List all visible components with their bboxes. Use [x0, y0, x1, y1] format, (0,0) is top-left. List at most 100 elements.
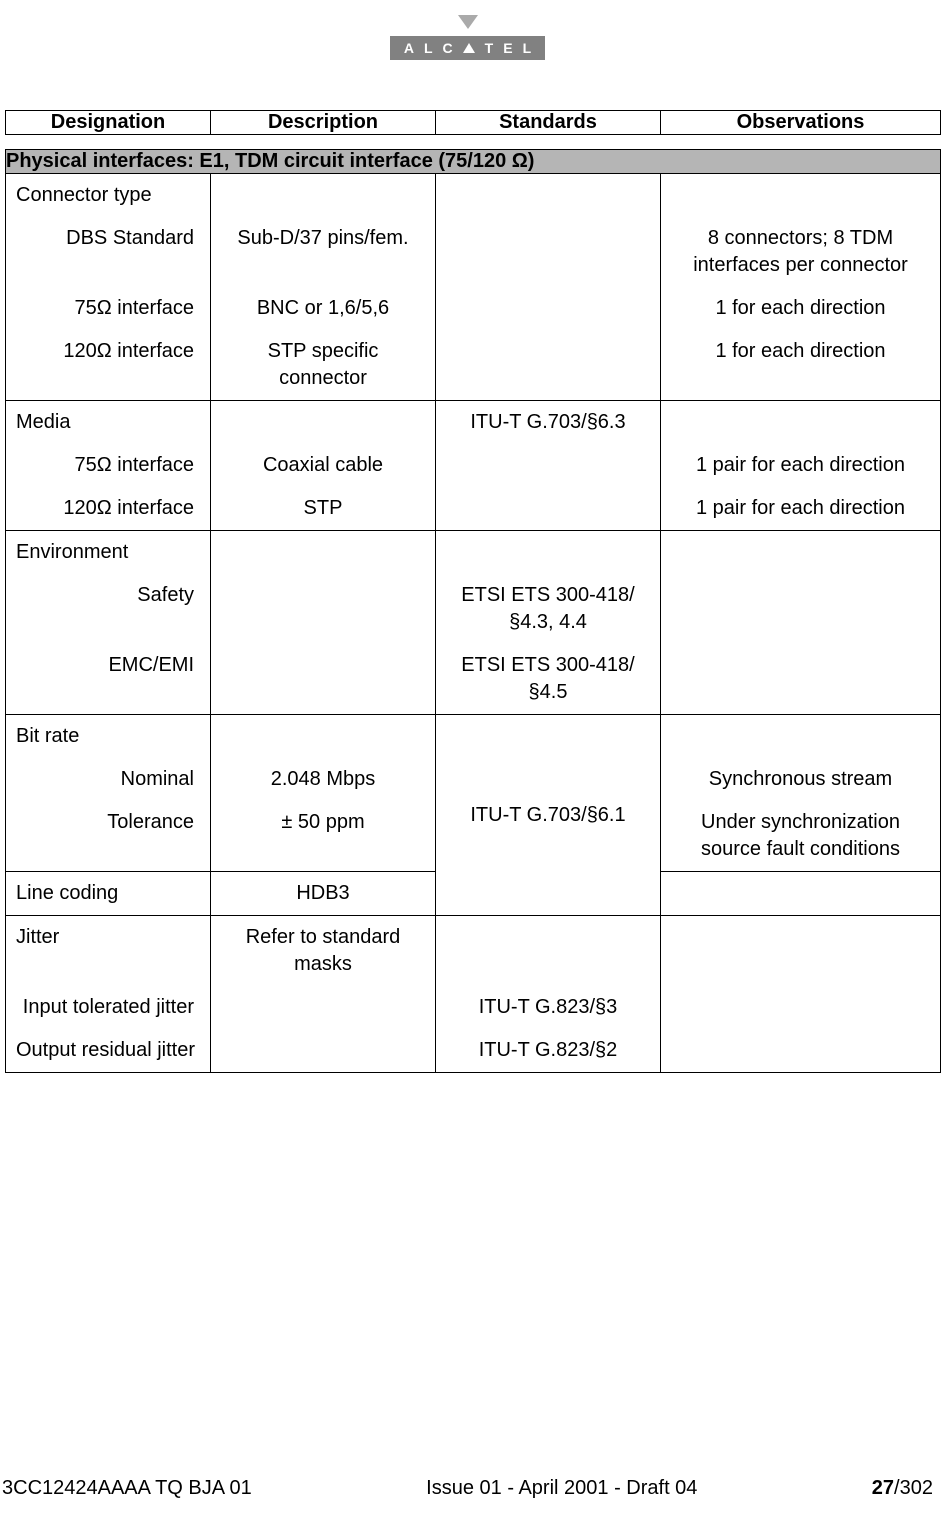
cell-observations — [661, 916, 941, 987]
cell-standards — [436, 174, 661, 218]
table-row: EMC/EMI ETSI ETS 300-418/§4.5 — [6, 644, 941, 715]
cell-designation: Tolerance — [6, 801, 211, 872]
table-row: 75Ω interfaceCoaxial cable 1 pair for eac… — [6, 444, 941, 487]
logo-triangle-up-icon — [463, 43, 475, 53]
cell-designation: 75Ω interface — [6, 444, 211, 487]
cell-designation: Jitter — [6, 916, 211, 987]
cell-designation: Input tolerated jitter — [6, 986, 211, 1029]
table-row: 75Ω interfaceBNC or 1,6/5,6 1 for each di… — [6, 287, 941, 330]
cell-designation: Nominal — [6, 758, 211, 801]
cell-observations — [661, 1029, 941, 1073]
cell-standards — [436, 287, 661, 330]
cell-designation: Environment — [6, 531, 211, 575]
col-header-description: Description — [211, 111, 436, 135]
logo-letter: L — [523, 40, 532, 56]
cell-description: HDB3 — [211, 872, 436, 916]
cell-description: BNC or 1,6/5,6 — [211, 287, 436, 330]
table-row: Environment — [6, 531, 941, 575]
section-title: Physical interfaces: E1, TDM circuit int… — [6, 150, 941, 174]
logo-letter: E — [503, 40, 512, 56]
cell-observations — [661, 174, 941, 218]
cell-designation: 120Ω interface — [6, 487, 211, 531]
table-row: Output residual jitter ITU-T G.823/§2 — [6, 1029, 941, 1073]
cell-observations — [661, 715, 941, 759]
page-footer: 3CC12424AAAA TQ BJA 01 Issue 01 - April … — [0, 1477, 945, 1500]
cell-observations — [661, 401, 941, 445]
table-row: Bit rateITU-T G.703/§6.1 — [6, 715, 941, 759]
cell-observations: 1 for each direction — [661, 287, 941, 330]
cell-observations: 8 connectors; 8 TDM interfaces per conne… — [661, 217, 941, 287]
cell-designation: Media — [6, 401, 211, 445]
cell-designation: Safety — [6, 574, 211, 644]
cell-description — [211, 574, 436, 644]
col-header-observations: Observations — [661, 111, 941, 135]
cell-standards: ETSI ETS 300-418/§4.3, 4.4 — [436, 574, 661, 644]
cell-description — [211, 715, 436, 759]
spec-table: Designation Description Standards Observ… — [5, 110, 941, 1073]
cell-designation: DBS Standard — [6, 217, 211, 287]
cell-observations: Under synchronization source fault condi… — [661, 801, 941, 872]
cell-description: 2.048 Mbps — [211, 758, 436, 801]
logo-triangle-icon — [458, 15, 478, 29]
cell-observations: Synchronous stream — [661, 758, 941, 801]
footer-issue: Issue 01 - April 2001 - Draft 04 — [426, 1477, 697, 1500]
cell-description: ± 50 ppm — [211, 801, 436, 872]
cell-observations — [661, 644, 941, 715]
footer-doc-ref: 3CC12424AAAA TQ BJA 01 — [2, 1477, 252, 1500]
cell-description — [211, 174, 436, 218]
cell-description — [211, 644, 436, 715]
cell-observations — [661, 986, 941, 1029]
table-row: 120Ω interfaceSTP 1 pair for each directi… — [6, 487, 941, 531]
table-row: JitterRefer to standard masks — [6, 916, 941, 987]
table-row: Input tolerated jitter ITU-T G.823/§3 — [6, 986, 941, 1029]
table-row: Safety ETSI ETS 300-418/§4.3, 4.4 — [6, 574, 941, 644]
cell-observations: 1 pair for each direction — [661, 487, 941, 531]
table-header-row: Designation Description Standards Observ… — [6, 111, 941, 135]
cell-description: STP — [211, 487, 436, 531]
cell-observations: 1 for each direction — [661, 330, 941, 401]
cell-observations — [661, 531, 941, 575]
cell-standards: ITU-T G.703/§6.3 — [436, 401, 661, 445]
brand-logo: ALCTEL — [0, 15, 935, 60]
cell-observations: 1 pair for each direction — [661, 444, 941, 487]
cell-designation: Bit rate — [6, 715, 211, 759]
cell-description: Refer to standard masks — [211, 916, 436, 987]
cell-description — [211, 986, 436, 1029]
col-header-standards: Standards — [436, 111, 661, 135]
cell-standards — [436, 916, 661, 987]
cell-standards — [436, 444, 661, 487]
cell-standards: ETSI ETS 300-418/§4.5 — [436, 644, 661, 715]
col-header-designation: Designation — [6, 111, 211, 135]
cell-description — [211, 531, 436, 575]
cell-standards — [436, 487, 661, 531]
section-header-row: Physical interfaces: E1, TDM circuit int… — [6, 150, 941, 174]
cell-designation: Output residual jitter — [6, 1029, 211, 1073]
table-row: 120Ω interfaceSTP specific connector 1 fo… — [6, 330, 941, 401]
cell-observations — [661, 574, 941, 644]
cell-designation: 120Ω interface — [6, 330, 211, 401]
cell-description — [211, 1029, 436, 1073]
table-row: DBS StandardSub-D/37 pins/fem. 8 connecto… — [6, 217, 941, 287]
footer-page-number: 27/302 — [872, 1477, 933, 1500]
cell-standards — [436, 330, 661, 401]
logo-letter: L — [424, 40, 433, 56]
cell-standards — [436, 217, 661, 287]
cell-description: STP specific connector — [211, 330, 436, 401]
cell-standards: ITU-T G.823/§3 — [436, 986, 661, 1029]
cell-designation: Connector type — [6, 174, 211, 218]
cell-standards: ITU-T G.823/§2 — [436, 1029, 661, 1073]
cell-description: Coaxial cable — [211, 444, 436, 487]
logo-letter: T — [485, 40, 494, 56]
table-row: Media ITU-T G.703/§6.3 — [6, 401, 941, 445]
logo-letter: A — [404, 40, 414, 56]
logo-letter: C — [443, 40, 453, 56]
cell-observations — [661, 872, 941, 916]
cell-standards — [436, 531, 661, 575]
cell-designation: 75Ω interface — [6, 287, 211, 330]
cell-designation: EMC/EMI — [6, 644, 211, 715]
cell-standards: ITU-T G.703/§6.1 — [436, 715, 661, 916]
cell-designation: Line coding — [6, 872, 211, 916]
cell-description — [211, 401, 436, 445]
cell-description: Sub-D/37 pins/fem. — [211, 217, 436, 287]
table-row: Connector type — [6, 174, 941, 218]
